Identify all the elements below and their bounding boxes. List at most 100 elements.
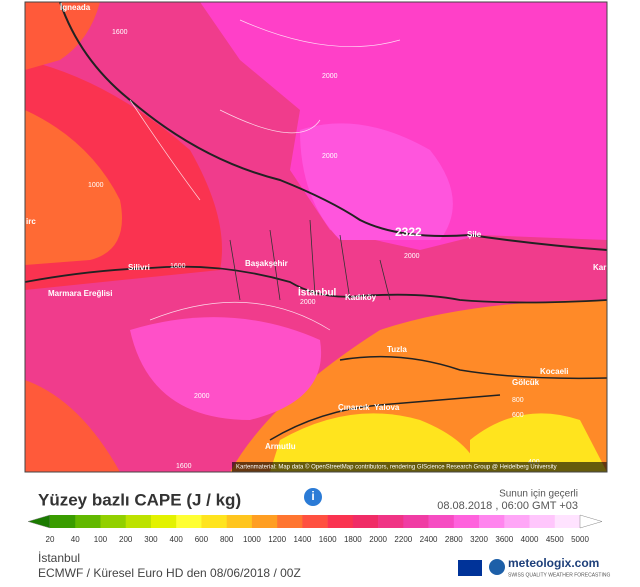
info-icon[interactable]: [304, 488, 322, 506]
place-label: İgneada: [60, 3, 91, 12]
colorbar-label: 2400: [420, 535, 438, 544]
colorbar-label: 2000: [369, 535, 387, 544]
contour-label: 1600: [170, 263, 186, 270]
valid-label: Sunun için geçerli: [499, 489, 578, 500]
colorbar-swatch: [302, 515, 328, 528]
valid-time: 08.08.2018 , 06:00 GMT +03: [437, 500, 578, 512]
source: ECMWF / Küresel Euro HD den 08/06/2018 /…: [38, 566, 301, 580]
place-label: Silivri: [128, 263, 150, 272]
colorbar-label: 1800: [344, 535, 362, 544]
colorbar-label: 1000: [243, 535, 261, 544]
attribution-bg: [232, 462, 607, 472]
place-label: Gölcük: [512, 378, 540, 387]
attribution: Kartenmaterial: Map data © OpenStreetMap…: [236, 464, 557, 471]
colorbar-label: 800: [220, 535, 234, 544]
magenta-core: [300, 123, 453, 240]
colorbar-swatch: [100, 515, 127, 528]
colorbar-label: 1600: [319, 535, 337, 544]
colorbar-swatch: [50, 515, 76, 528]
coastline: [25, 265, 607, 304]
colorbar-label: 3200: [470, 535, 488, 544]
colorbar-swatch: [277, 515, 303, 528]
place-label: Başakşehir: [245, 259, 288, 268]
colorbar-label: 3600: [495, 535, 513, 544]
brand-logo: [489, 559, 505, 575]
colorbar-swatch: [554, 515, 581, 528]
colorbar-label: 600: [195, 535, 209, 544]
colorbar-label: 400: [170, 535, 184, 544]
info-icon-text: i: [311, 489, 314, 503]
colorbar-swatch: [453, 515, 480, 528]
magenta-area: [130, 317, 322, 420]
map-frame: [24, 1, 608, 473]
contour-label: 800: [512, 397, 524, 404]
yellow-area: [270, 413, 480, 472]
colorbar-swatch: [176, 515, 202, 528]
title: Yüzey bazlı CAPE (J / kg): [38, 490, 241, 509]
orange-area: [25, 380, 120, 472]
colorbar-swatch: [150, 515, 177, 528]
colorbar-swatch: [226, 515, 253, 528]
colorbar-swatch: [504, 515, 530, 528]
colorbar-swatch: [251, 515, 278, 528]
colorbar-label: 2200: [394, 535, 412, 544]
place-label: Kadıköy: [345, 293, 377, 302]
place-label: irc: [26, 217, 36, 226]
contour-label: 2000: [194, 393, 210, 400]
location: İstanbul: [38, 551, 80, 565]
place-label: İstanbul: [298, 286, 337, 299]
place-label: Kocaeli: [540, 367, 568, 376]
eu-flag: [458, 560, 482, 576]
max-value: 2322: [395, 225, 422, 239]
colorbar-swatch: [352, 515, 379, 528]
yellow-area: [470, 413, 607, 472]
contour-label: 2000: [300, 299, 316, 306]
colorbar-label: 4500: [546, 535, 564, 544]
colorbar-swatch: [403, 515, 429, 528]
place-label: Armutlu: [265, 442, 296, 451]
colorbar-label: 100: [94, 535, 108, 544]
coastline: [269, 394, 501, 441]
contour-label: 600: [512, 412, 524, 419]
orange-area: [25, 2, 100, 70]
brand: meteologix.com: [508, 556, 599, 570]
district-borders: [229, 219, 391, 301]
colorbar-swatch: [125, 515, 152, 528]
contour-label: 1600: [176, 463, 192, 470]
colorbar-label: 1200: [268, 535, 286, 544]
place-label: Yalova: [374, 403, 400, 412]
colorbar-swatch: [378, 515, 404, 528]
contour-label: 2000: [404, 253, 420, 260]
contour-label: 1000: [88, 182, 104, 189]
colorbar-swatch: [428, 515, 455, 528]
colorbar-label: 5000: [571, 535, 589, 544]
colorbar-label: 40: [71, 535, 80, 544]
contour-line: [129, 19, 401, 331]
colorbar-label: 20: [46, 535, 55, 544]
colorbar-swatch: [479, 515, 505, 528]
coastline: [59, 2, 607, 251]
colorbar-swatch: [529, 515, 556, 528]
contour-label: 1600: [112, 29, 128, 36]
contour-label: 2000: [322, 73, 338, 80]
magenta-area: [200, 2, 607, 250]
contour-label: 2000: [322, 153, 338, 160]
colorbar-end: [579, 514, 603, 529]
orange-area: [25, 110, 122, 265]
colorbar-swatch: [327, 515, 354, 528]
place-label: Marmara Ereğlisi: [48, 289, 112, 298]
colorbar-label: 2800: [445, 535, 463, 544]
colorbar: 20 40 100 200 300 400 600 800 1000 1200 1400 1600 18…: [27, 514, 603, 544]
colorbar-swatch: [201, 515, 227, 528]
colorbar-label: 4000: [521, 535, 539, 544]
colorbar-swatch: [75, 515, 101, 528]
place-label: Çınarcık: [338, 403, 370, 412]
coastline: [339, 355, 607, 380]
colorbar-label: 1400: [293, 535, 311, 544]
colorbar-label: 200: [119, 535, 133, 544]
colorbar-label: 300: [144, 535, 158, 544]
tagline: SWISS QUALITY WEATHER FORECASTING: [508, 572, 610, 578]
place-label: Kar: [593, 263, 606, 272]
map: İgneada Silivri Başakşehir İstanbul Kadı…: [25, 2, 607, 472]
